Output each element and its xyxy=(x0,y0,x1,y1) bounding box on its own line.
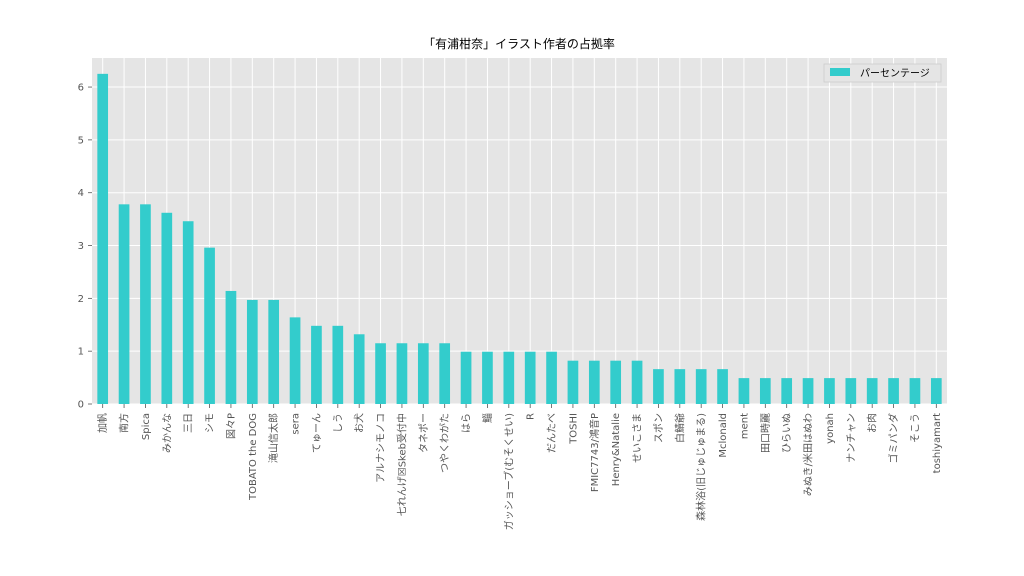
bar xyxy=(567,360,579,404)
x-tick-label: お肉 xyxy=(866,413,879,433)
x-tick-label: ガッショーブ(むそくせい) xyxy=(502,413,515,530)
bars xyxy=(97,73,942,405)
x-tick-label: 田口時麗 xyxy=(760,413,772,453)
x-tick-label: toshiyamart xyxy=(932,413,943,473)
bar xyxy=(439,343,451,404)
bar xyxy=(674,369,686,404)
bar xyxy=(204,247,215,404)
x-tick-label: Henry&Natalie xyxy=(611,413,622,486)
bar xyxy=(695,369,707,404)
bar xyxy=(781,378,793,404)
y-tick-label: 6 xyxy=(78,83,84,94)
x-tick-label: sera xyxy=(291,413,302,435)
y-tick-label: 2 xyxy=(78,294,84,305)
bar xyxy=(225,290,237,404)
bar xyxy=(396,343,408,404)
chart-title: 「有浦柑奈」イラスト作者の占拠率 xyxy=(423,36,615,51)
bar xyxy=(802,378,814,404)
bar xyxy=(246,299,258,404)
bar xyxy=(182,221,194,404)
x-tick-label: R xyxy=(526,413,537,420)
x-tick-label: ment xyxy=(739,413,750,439)
x-tick-label: スポン xyxy=(653,413,665,443)
bar xyxy=(353,334,365,404)
bar xyxy=(375,343,386,404)
bar xyxy=(460,351,472,404)
x-axis-ticks: 加帆 南方 Spica みかんな 三日 シモ 図々P TOBATO the DOG 滝山信太郎 s… xyxy=(96,404,943,530)
bar xyxy=(930,378,942,404)
bar xyxy=(717,369,728,404)
x-tick-label: FMIC7743/鴻音P xyxy=(588,413,601,492)
x-tick-label: 南方 xyxy=(118,413,131,433)
bar xyxy=(118,204,130,404)
bar xyxy=(824,378,835,404)
bar xyxy=(738,378,750,404)
bar xyxy=(417,343,429,404)
y-tick-label: 0 xyxy=(78,400,84,411)
x-tick-label: みかんな xyxy=(161,413,173,453)
x-tick-label: Mclonald xyxy=(718,413,729,458)
legend-swatch xyxy=(830,68,850,76)
x-tick-label: TOSHI xyxy=(568,413,579,445)
y-tick-label: 5 xyxy=(78,135,84,146)
bar xyxy=(631,360,643,404)
x-tick-label: しう xyxy=(332,413,344,433)
x-tick-label: そこう xyxy=(909,413,921,443)
x-tick-label: 七れんげ☒Skeb受付中 xyxy=(395,413,408,516)
bar xyxy=(546,351,557,404)
plot-area xyxy=(92,58,947,404)
bar xyxy=(161,212,173,404)
x-tick-label: 滝山信太郎 xyxy=(267,413,280,463)
bar xyxy=(888,378,899,404)
x-tick-label: 三日 xyxy=(184,413,195,433)
x-tick-label: だんたべ xyxy=(546,413,558,453)
x-tick-label: yonah xyxy=(825,413,836,444)
bar xyxy=(332,325,344,404)
bar xyxy=(524,351,536,404)
x-tick-label: 図々P xyxy=(225,413,237,439)
x-tick-label: アルナシモノコ xyxy=(375,413,387,483)
bar xyxy=(289,317,301,404)
x-tick-label: お犬 xyxy=(353,413,366,433)
x-tick-label: シモ xyxy=(205,413,216,433)
bar xyxy=(759,378,771,404)
x-tick-label: せいこさま xyxy=(632,413,644,463)
x-tick-label: ナンチャン xyxy=(845,413,857,463)
bar xyxy=(268,299,280,404)
legend: パーセンテージ xyxy=(823,63,942,83)
y-tick-label: 3 xyxy=(78,241,84,252)
legend-label: パーセンテージ xyxy=(860,68,930,80)
x-tick-label: 鯔 xyxy=(481,413,494,423)
bar xyxy=(866,378,878,404)
y-tick-label: 1 xyxy=(78,347,84,358)
bar xyxy=(503,351,515,404)
bar xyxy=(909,378,921,404)
bar xyxy=(311,325,322,404)
x-tick-label: ひらいぬ xyxy=(781,413,793,453)
x-tick-label: タネポー xyxy=(418,413,430,453)
legend-box xyxy=(823,63,942,83)
bar xyxy=(140,204,151,404)
bar xyxy=(588,360,600,404)
bar xyxy=(653,369,664,404)
x-tick-label: 森林浴(旧じゅじゅまる) xyxy=(695,413,708,521)
x-tick-label: 加帆 xyxy=(96,413,109,433)
x-tick-label: 白鯖爺 xyxy=(673,413,686,443)
bar xyxy=(482,351,493,404)
x-tick-label: はら xyxy=(461,413,473,433)
x-tick-label: みぬき/米田はぬわ xyxy=(802,413,815,496)
y-tick-label: 4 xyxy=(78,188,84,199)
x-tick-label: つやくわがた xyxy=(438,413,451,473)
bar xyxy=(845,378,857,404)
bar xyxy=(610,360,622,404)
x-tick-label: ゴミパンダ xyxy=(887,413,900,464)
y-axis-ticks: 0 1 2 3 4 5 6 xyxy=(78,83,92,411)
x-tick-label: てゅーん xyxy=(311,413,323,453)
x-tick-label: TOBATO the DOG xyxy=(248,413,259,501)
bar xyxy=(97,73,109,405)
x-tick-label: Spica xyxy=(141,413,152,440)
